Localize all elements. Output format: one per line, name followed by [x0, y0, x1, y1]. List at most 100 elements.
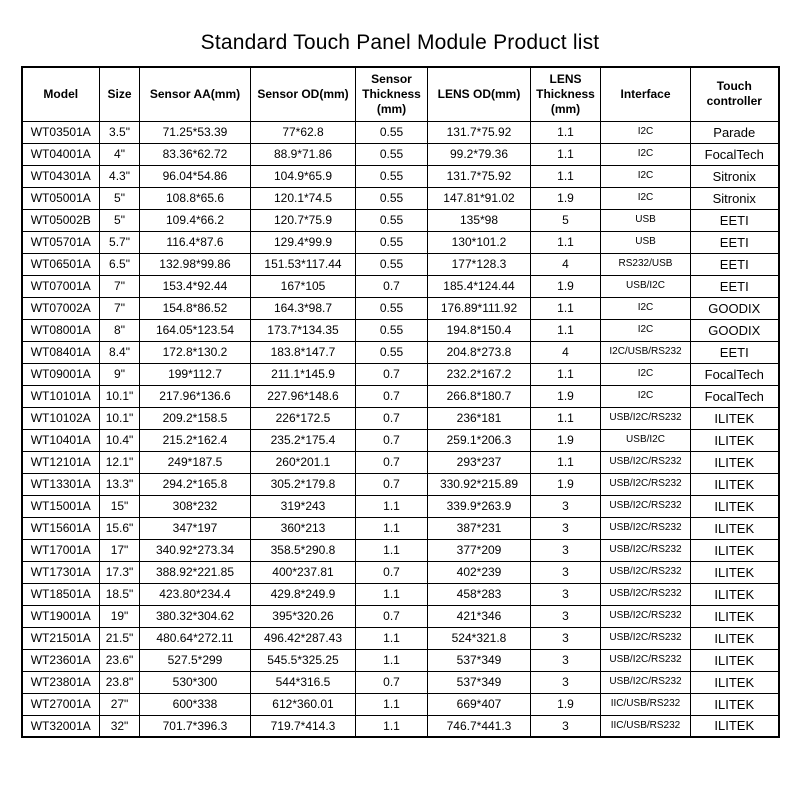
- table-row: WT07002A 7" 154.8*86.52 164.3*98.7 0.55 176.8…: [21, 296, 779, 320]
- cell-interface: IIC/USB/RS232: [600, 714, 691, 738]
- cell-sensor_thickness: 0.55: [355, 296, 428, 320]
- cell-sensor_thickness: 0.55: [355, 230, 428, 254]
- cell-sensor_thickness: 0.55: [355, 318, 428, 342]
- cell-model: WT04001A: [21, 142, 100, 166]
- cell-sensor_aa: 423.80*234.4: [139, 582, 251, 606]
- cell-touch_controller: EETI: [690, 340, 779, 364]
- cell-sensor_thickness: 1.1: [355, 626, 428, 650]
- column-header-model: Model: [21, 66, 100, 122]
- table-row: WT10102A 10.1" 209.2*158.5 226*172.5 0.7 236*…: [21, 406, 779, 430]
- cell-sensor_od: 167*105: [250, 274, 356, 298]
- cell-lens_thickness: 1.9: [530, 472, 601, 496]
- cell-sensor_aa: 347*197: [139, 516, 251, 540]
- table-row: WT05002B 5" 109.4*66.2 120.7*75.9 0.55 135*98…: [21, 208, 779, 232]
- cell-size: 8.4": [99, 340, 140, 364]
- cell-size: 3.5": [99, 120, 140, 144]
- cell-lens_thickness: 3: [530, 560, 601, 584]
- table-row: WT06501A 6.5" 132.98*99.86 151.53*117.44 0.5…: [21, 252, 779, 276]
- cell-model: WT17001A: [21, 538, 100, 562]
- column-header-size: Size: [99, 66, 140, 122]
- cell-size: 15.6": [99, 516, 140, 540]
- cell-sensor_thickness: 0.7: [355, 362, 428, 386]
- cell-sensor_od: 260*201.1: [250, 450, 356, 474]
- cell-lens_od: 421*346: [427, 604, 531, 628]
- cell-lens_od: 131.7*75.92: [427, 164, 531, 188]
- cell-lens_od: 402*239: [427, 560, 531, 584]
- cell-sensor_od: 129.4*99.9: [250, 230, 356, 254]
- cell-interface: USB/I2C/RS232: [600, 406, 691, 430]
- cell-interface: USB: [600, 230, 691, 254]
- cell-interface: USB/I2C/RS232: [600, 582, 691, 606]
- cell-lens_thickness: 1.9: [530, 428, 601, 452]
- cell-lens_thickness: 1.1: [530, 230, 601, 254]
- cell-model: WT23601A: [21, 648, 100, 672]
- cell-model: WT08001A: [21, 318, 100, 342]
- cell-touch_controller: ILITEK: [690, 494, 779, 518]
- cell-sensor_od: 120.7*75.9: [250, 208, 356, 232]
- cell-size: 8": [99, 318, 140, 342]
- cell-sensor_aa: 71.25*53.39: [139, 120, 251, 144]
- cell-sensor_thickness: 0.7: [355, 604, 428, 628]
- cell-sensor_aa: 215.2*162.4: [139, 428, 251, 452]
- cell-lens_thickness: 1.1: [530, 296, 601, 320]
- cell-sensor_aa: 388.92*221.85: [139, 560, 251, 584]
- cell-lens_thickness: 3: [530, 670, 601, 694]
- cell-size: 5": [99, 208, 140, 232]
- cell-lens_od: 266.8*180.7: [427, 384, 531, 408]
- cell-sensor_od: 612*360.01: [250, 692, 356, 716]
- cell-size: 27": [99, 692, 140, 716]
- cell-lens_od: 293*237: [427, 450, 531, 474]
- cell-sensor_aa: 217.96*136.6: [139, 384, 251, 408]
- cell-touch_controller: GOODIX: [690, 318, 779, 342]
- cell-lens_od: 746.7*441.3: [427, 714, 531, 738]
- cell-lens_thickness: 3: [530, 582, 601, 606]
- cell-sensor_od: 545.5*325.25: [250, 648, 356, 672]
- cell-lens_od: 130*101.2: [427, 230, 531, 254]
- cell-interface: RS232/USB: [600, 252, 691, 276]
- cell-lens_thickness: 3: [530, 626, 601, 650]
- cell-size: 18.5": [99, 582, 140, 606]
- cell-sensor_od: 496.42*287.43: [250, 626, 356, 650]
- cell-sensor_thickness: 1.1: [355, 648, 428, 672]
- cell-model: WT06501A: [21, 252, 100, 276]
- cell-lens_thickness: 4: [530, 252, 601, 276]
- cell-size: 4.3": [99, 164, 140, 188]
- table-row: WT05001A 5" 108.8*65.6 120.1*74.5 0.55 147.81…: [21, 186, 779, 210]
- cell-lens_od: 330.92*215.89: [427, 472, 531, 496]
- cell-touch_controller: ILITEK: [690, 428, 779, 452]
- cell-sensor_od: 226*172.5: [250, 406, 356, 430]
- cell-interface: I2C: [600, 164, 691, 188]
- cell-sensor_od: 429.8*249.9: [250, 582, 356, 606]
- cell-sensor_aa: 530*300: [139, 670, 251, 694]
- cell-sensor_od: 305.2*179.8: [250, 472, 356, 496]
- cell-lens_thickness: 1.9: [530, 692, 601, 716]
- cell-lens_thickness: 1.1: [530, 142, 601, 166]
- cell-interface: USB/I2C/RS232: [600, 472, 691, 496]
- cell-interface: USB/I2C/RS232: [600, 670, 691, 694]
- cell-lens_thickness: 1.1: [530, 164, 601, 188]
- cell-lens_thickness: 3: [530, 648, 601, 672]
- cell-interface: I2C: [600, 384, 691, 408]
- cell-touch_controller: ILITEK: [690, 406, 779, 430]
- table-row: WT21501A 21.5" 480.64*272.11 496.42*287.43 1…: [21, 626, 779, 650]
- cell-touch_controller: ILITEK: [690, 516, 779, 540]
- cell-model: WT27001A: [21, 692, 100, 716]
- cell-interface: I2C: [600, 296, 691, 320]
- cell-interface: USB/I2C/RS232: [600, 560, 691, 584]
- cell-lens_thickness: 1.9: [530, 274, 601, 298]
- cell-sensor_thickness: 0.7: [355, 274, 428, 298]
- cell-touch_controller: FocalTech: [690, 384, 779, 408]
- cell-sensor_aa: 96.04*54.86: [139, 164, 251, 188]
- cell-size: 32": [99, 714, 140, 738]
- cell-sensor_aa: 209.2*158.5: [139, 406, 251, 430]
- cell-lens_od: 377*209: [427, 538, 531, 562]
- cell-interface: I2C: [600, 120, 691, 144]
- cell-sensor_aa: 109.4*66.2: [139, 208, 251, 232]
- cell-sensor_od: 544*316.5: [250, 670, 356, 694]
- cell-touch_controller: ILITEK: [690, 626, 779, 650]
- cell-model: WT18501A: [21, 582, 100, 606]
- cell-sensor_od: 211.1*145.9: [250, 362, 356, 386]
- column-header-interface: Interface: [600, 66, 691, 122]
- cell-lens_od: 669*407: [427, 692, 531, 716]
- cell-sensor_aa: 164.05*123.54: [139, 318, 251, 342]
